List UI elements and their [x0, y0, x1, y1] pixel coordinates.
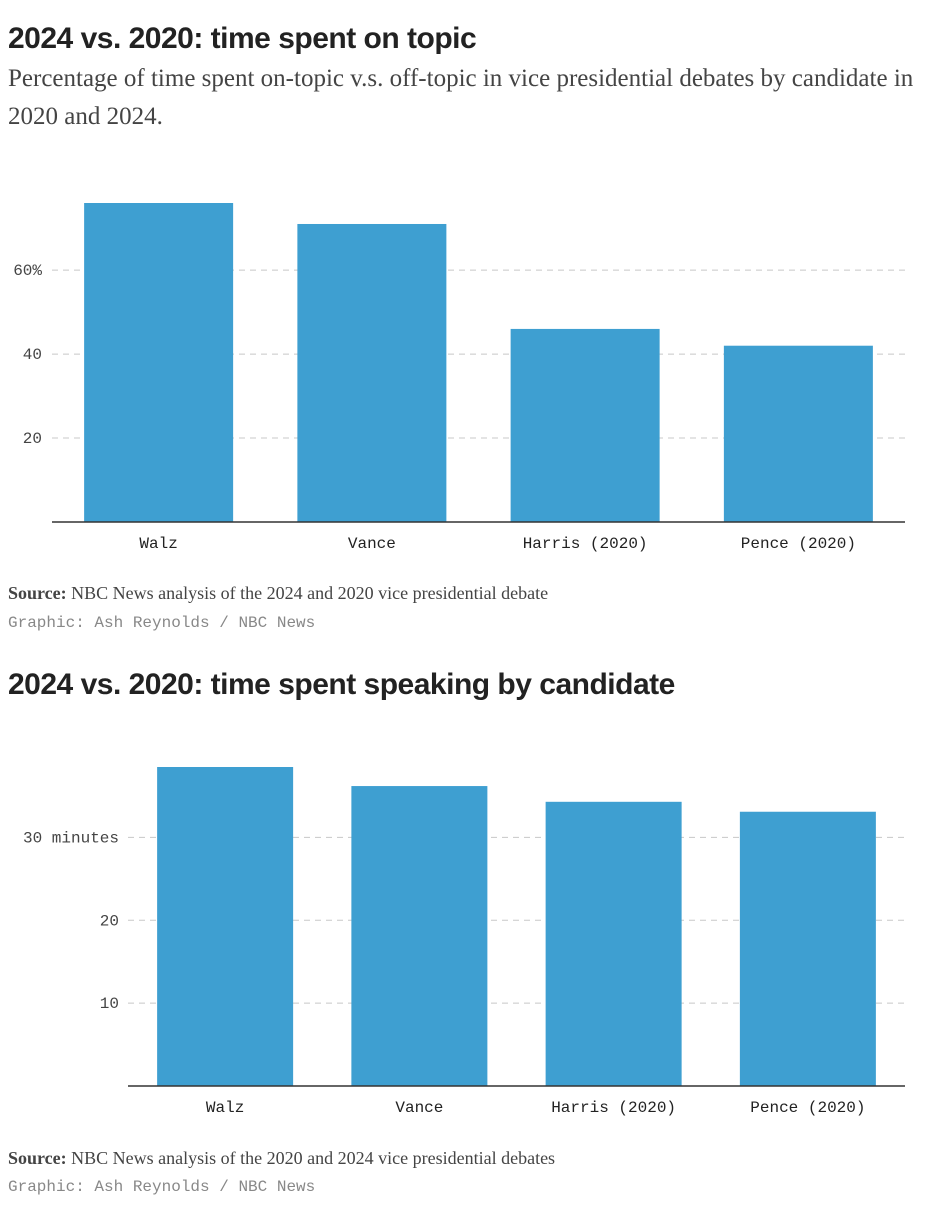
- chart-2-header: 2024 vs. 2020: time spent speaking by ca…: [8, 668, 924, 702]
- chart-1-bar-4: [723, 345, 873, 522]
- chart-1-x-label: Harris (2020): [523, 535, 648, 553]
- chart-1-title: 2024 vs. 2020: time spent on topic: [8, 22, 477, 55]
- chart-2-title: 2024 vs. 2020: time spent speaking by ca…: [8, 668, 675, 701]
- chart-1-credit: Graphic: Ash Reynolds / NBC News: [8, 614, 316, 632]
- chart-2-bar-1: [157, 767, 294, 1086]
- chart-2-source-text: NBC News analysis of the 2020 and 2024 v…: [71, 1148, 556, 1168]
- chart-2-source: Source: NBC News analysis of the 2020 an…: [8, 1148, 555, 1169]
- chart-2-y-tick-label: 30 minutes: [23, 829, 119, 847]
- chart-2-credit: Graphic: Ash Reynolds / NBC News: [8, 1178, 316, 1196]
- chart-1-y-tick-label: 20: [23, 430, 42, 448]
- chart-1-plot: 20 40 60% Walz Vance Harris (2020) Pence (2020…: [13, 203, 905, 553]
- chart-2-bar-2: [351, 786, 488, 1086]
- chart-2-bar-3: [545, 801, 682, 1086]
- chart-1-bar-1: [84, 203, 234, 522]
- chart-2-plot: 10 20 30 minutes Walz Vance Harris (2020) Penc…: [23, 767, 905, 1117]
- chart-2-source-label: Source:: [8, 1148, 67, 1168]
- chart-1-source-text: NBC News analysis of the 2024 and 2020 v…: [71, 583, 549, 603]
- chart-1-subtitle: Percentage of time spent on-topic v.s. o…: [8, 65, 914, 130]
- chart-1-header: 2024 vs. 2020: time spent on topic Perce…: [8, 22, 924, 136]
- chart-1-bar-2: [297, 223, 447, 522]
- chart-2-y-tick-label: 10: [100, 995, 119, 1013]
- chart-1-x-label: Vance: [348, 535, 396, 553]
- chart-1-x-label: Walz: [139, 535, 177, 553]
- chart-1-x-label: Pence (2020): [741, 535, 856, 553]
- chart-2-x-label: Pence (2020): [750, 1099, 865, 1117]
- chart-1-y-tick-label: 60%: [13, 262, 42, 280]
- chart-1-y-tick-label: 40: [23, 346, 42, 364]
- chart-2-x-label: Vance: [395, 1099, 443, 1117]
- chart-2-x-label: Harris (2020): [551, 1099, 676, 1117]
- chart-2-y-tick-label: 20: [100, 912, 119, 930]
- chart-1-bar-3: [510, 328, 660, 522]
- chart-2-bar-4: [739, 811, 876, 1086]
- chart-1-source-label: Source:: [8, 583, 67, 603]
- chart-2-x-label: Walz: [206, 1099, 244, 1117]
- chart-1-source: Source: NBC News analysis of the 2024 an…: [8, 583, 548, 604]
